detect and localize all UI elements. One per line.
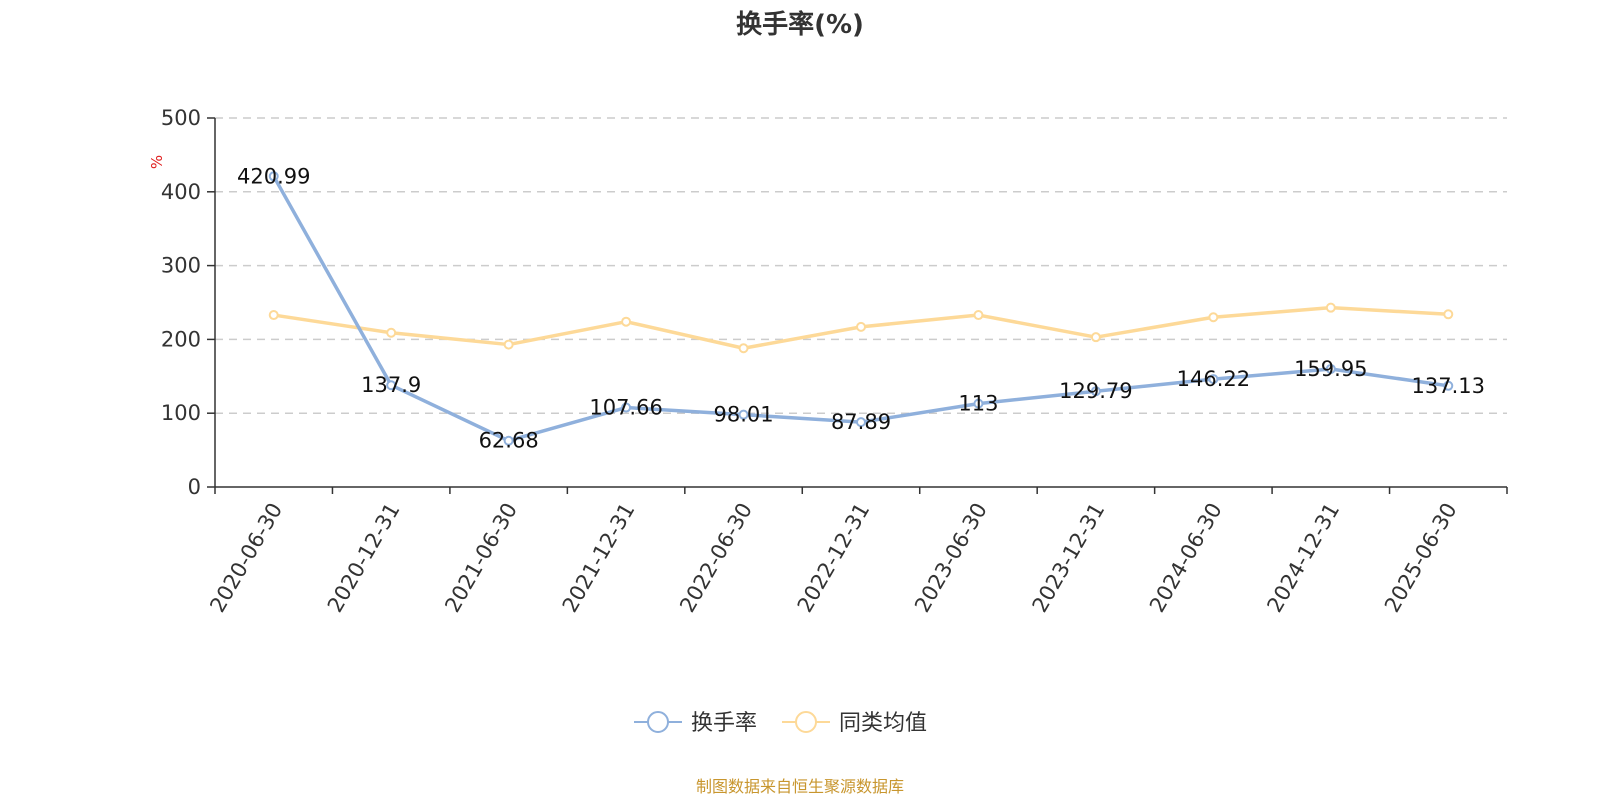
x-tick-label: 2021-06-30 (440, 499, 522, 617)
y-tick-label: 500 (161, 106, 201, 130)
data-point[interactable] (1208, 312, 1219, 323)
data-point[interactable] (503, 435, 514, 446)
legend-label: 换手率 (691, 711, 757, 736)
legend-marker-icon (795, 711, 817, 733)
series-lines (268, 171, 1454, 446)
data-labels: 420.99 137.9 62.68 107.66 98.01 87.89 113 129.7… (237, 164, 1485, 452)
data-point[interactable] (1090, 386, 1101, 397)
data-label: 137.9 (361, 373, 421, 397)
data-label: 146.22 (1177, 367, 1250, 391)
data-label: 159.95 (1294, 357, 1367, 381)
y-tick-label: 100 (161, 401, 201, 425)
data-point[interactable] (856, 417, 866, 428)
x-tick-label: 2022-06-30 (675, 499, 757, 617)
x-tick-label: 2020-06-30 (205, 499, 287, 617)
legend-label: 同类均值 (839, 711, 927, 736)
data-point[interactable] (1443, 380, 1454, 391)
data-point[interactable] (1325, 363, 1336, 374)
legend[interactable]: 换手率 同类均值 (634, 711, 927, 736)
data-label: 137.13 (1412, 374, 1485, 398)
data-point[interactable] (386, 380, 397, 391)
x-tick-label: 2021-12-31 (558, 499, 640, 617)
data-point[interactable] (268, 171, 279, 182)
data-point[interactable] (856, 321, 866, 332)
x-tick-label: 2024-06-30 (1145, 499, 1227, 617)
data-point[interactable] (503, 339, 514, 350)
legend-item[interactable]: 换手率 (634, 711, 757, 736)
source-note: 制图数据来自恒生聚源数据库 (696, 777, 904, 796)
data-label: 62.68 (479, 429, 539, 453)
x-tick-label: 2023-12-31 (1028, 499, 1110, 617)
y-tick-label: 400 (161, 180, 201, 204)
data-point[interactable] (1090, 332, 1101, 343)
series-line (272, 175, 1449, 443)
data-point[interactable] (973, 310, 984, 321)
data-label: 98.01 (713, 403, 773, 427)
legend-marker-icon (647, 711, 669, 733)
data-label: 107.66 (589, 396, 662, 420)
data-point[interactable] (621, 316, 632, 327)
data-point[interactable] (1325, 302, 1336, 313)
data-label: 87.89 (831, 410, 891, 434)
x-tick-label: 2020-12-31 (323, 499, 405, 617)
data-point[interactable] (738, 409, 749, 420)
data-point[interactable] (738, 343, 749, 354)
data-point[interactable] (621, 402, 632, 413)
x-tick-label: 2024-12-31 (1262, 499, 1344, 617)
chart-title: 换手率(%) (736, 9, 864, 40)
data-point[interactable] (973, 398, 984, 409)
x-tick-label: 2022-12-31 (793, 499, 875, 617)
data-label: 129.79 (1059, 379, 1132, 403)
y-axis-unit: % (148, 155, 166, 169)
x-tick-label: 2023-06-30 (910, 499, 992, 617)
grid-lines (215, 117, 1507, 414)
data-label: 420.99 (237, 164, 310, 188)
data-point[interactable] (1443, 309, 1454, 320)
y-tick-label: 200 (161, 327, 201, 351)
y-tick-label: 300 (161, 254, 201, 278)
data-label: 113 (958, 392, 998, 416)
data-point[interactable] (268, 310, 279, 321)
legend-item[interactable]: 同类均值 (782, 711, 927, 736)
y-tick-label: 0 (188, 475, 201, 499)
data-point[interactable] (1208, 374, 1219, 385)
data-point[interactable] (386, 327, 397, 338)
x-tick-label: 2025-06-30 (1380, 499, 1462, 617)
